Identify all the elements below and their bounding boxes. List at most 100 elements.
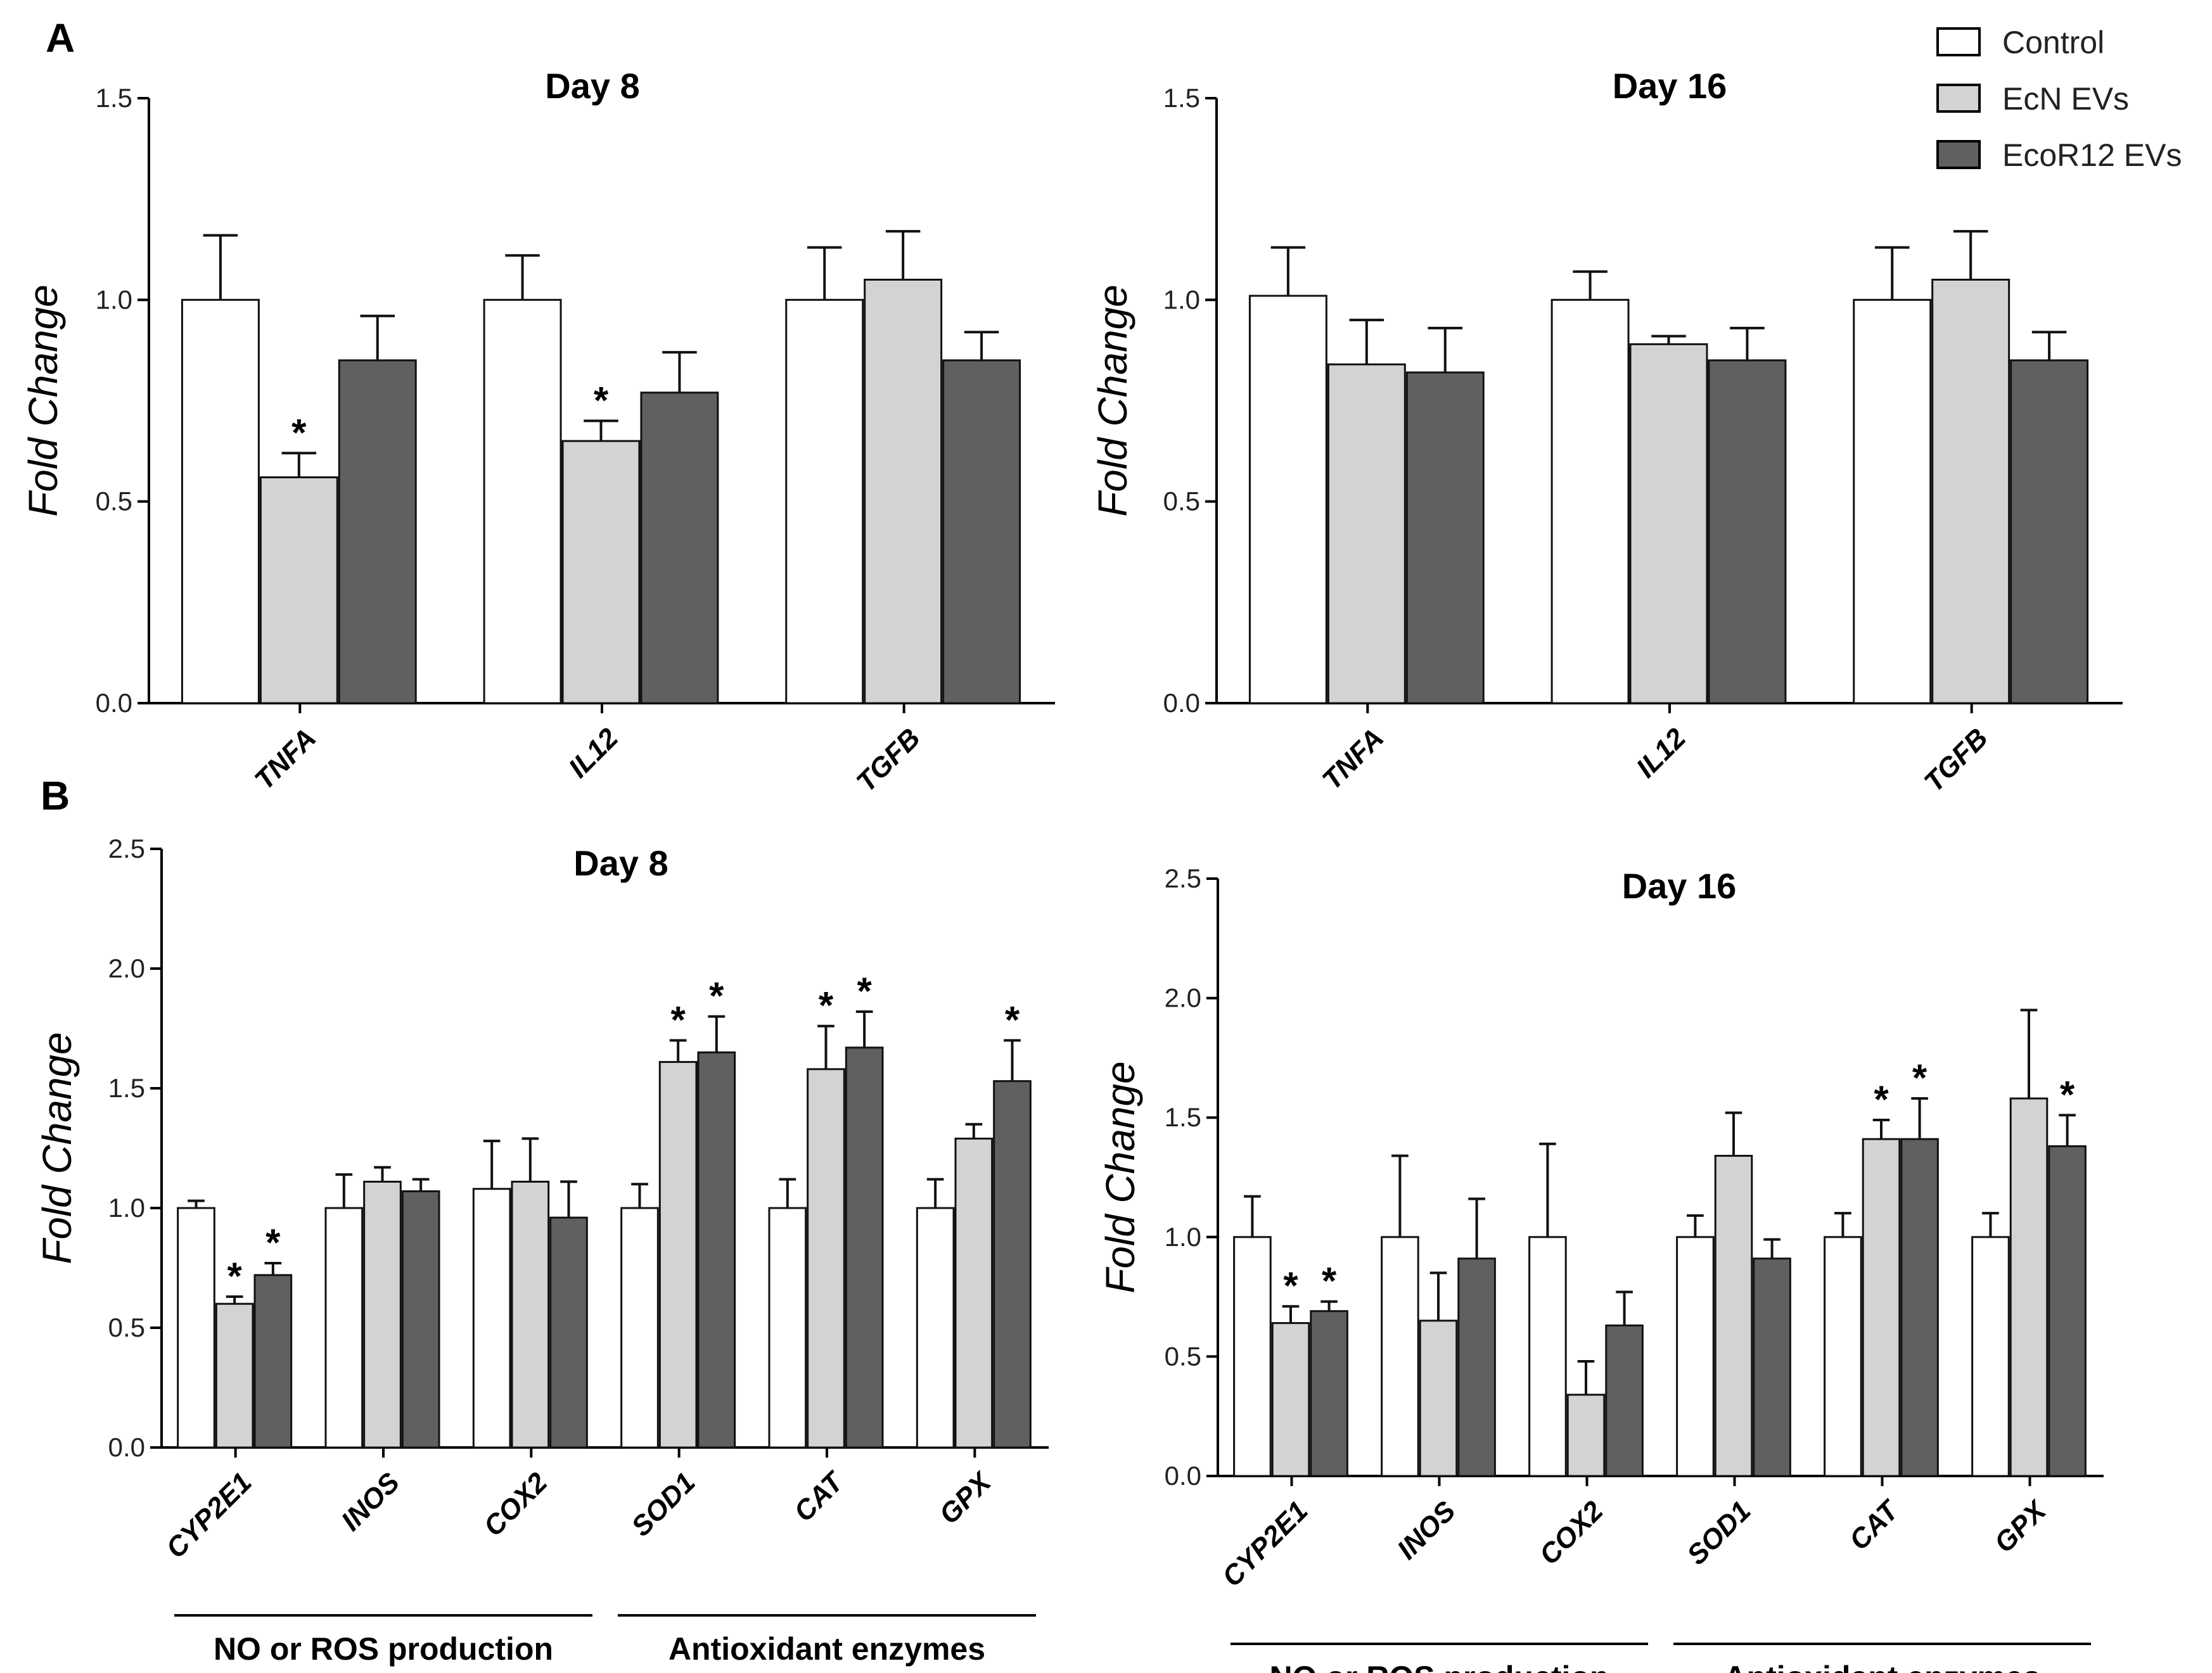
bar: [942, 359, 1021, 704]
significance-mark: *: [857, 970, 872, 1012]
bar: [1629, 343, 1708, 704]
bar: [1605, 1324, 1644, 1477]
bar: [658, 1060, 698, 1449]
legend-label-control: Control: [2002, 25, 2104, 60]
significance-mark: *: [2060, 1073, 2075, 1116]
significance-mark: *: [670, 998, 686, 1041]
category-label: IL12: [563, 722, 624, 784]
bar: [1405, 371, 1485, 704]
y-tick-label: 0.0: [1163, 688, 1200, 718]
y-tick-label: 1.0: [108, 1193, 145, 1223]
chart-b-day8: Day 8 Fold Change 0.0 0.5 1.0 1.5 2.0 2.5 * * CYP2…: [34, 834, 1049, 1667]
bar: [1233, 1236, 1272, 1477]
significance-mark: *: [594, 379, 609, 421]
category-label: CYP2E1: [1217, 1495, 1314, 1593]
bar: [253, 1274, 293, 1449]
y-axis-label: Fold Change: [20, 284, 66, 516]
chart-title: Day 8: [545, 66, 639, 106]
chart-title: Day 8: [573, 843, 668, 883]
bar: [2009, 1097, 2049, 1477]
bar: [401, 1190, 440, 1449]
y-tick-label: 0.5: [108, 1313, 145, 1342]
bar: [1708, 359, 1787, 704]
group-label: NO or ROS production: [1269, 1660, 1609, 1673]
bar: [620, 1207, 659, 1449]
chart-title: Day 16: [1622, 866, 1737, 906]
bar: [1381, 1236, 1419, 1477]
chart-a-day16: Day 16 Fold Change 0.0 0.5 1.0 1.5 TNFA IL12 TGF…: [1090, 66, 2123, 798]
y-tick-label: 2.0: [108, 953, 145, 983]
bar: [1528, 1236, 1567, 1477]
bar: [864, 279, 943, 704]
bar: [1550, 298, 1630, 704]
bar: [561, 440, 641, 704]
y-tick-label: 1.0: [1163, 284, 1200, 314]
bar: [472, 1188, 511, 1449]
y-tick-label: 1.5: [1165, 1102, 1201, 1132]
category-label: CYP2E1: [160, 1466, 258, 1564]
category-label: TNFA: [249, 722, 323, 796]
category-label: COX2: [1533, 1495, 1609, 1571]
bar: [1566, 1394, 1606, 1477]
panel-label-b: B: [41, 773, 70, 818]
bar: [2048, 1145, 2087, 1477]
y-tick-label: 0.0: [96, 688, 132, 718]
bar: [1753, 1257, 1791, 1477]
chart-a-day8: Day 8 Fold Change 0.0 0.5 1.0 1.5 * TNFA * IL12 TG…: [20, 66, 1055, 798]
significance-mark: *: [1912, 1057, 1928, 1099]
y-tick-label: 2.0: [1165, 983, 1201, 1013]
bar: [768, 1207, 807, 1449]
y-tick-label: 0.5: [96, 487, 132, 516]
group-label: NO or ROS production: [214, 1631, 553, 1667]
category-label: GPX: [933, 1466, 998, 1530]
bar: [1931, 279, 2011, 704]
significance-mark: *: [291, 411, 307, 454]
bar: [1971, 1236, 2010, 1477]
y-tick-label: 2.5: [1165, 863, 1201, 893]
bar: [1900, 1138, 1939, 1477]
y-tick-label: 0.0: [1165, 1461, 1201, 1491]
category-label: SOD1: [625, 1466, 701, 1542]
category-label: IL12: [1630, 722, 1692, 784]
y-tick-label: 0.5: [1163, 487, 1200, 516]
category-label: INOS: [1391, 1495, 1462, 1565]
bar: [845, 1046, 884, 1449]
bar: [1457, 1257, 1496, 1477]
bar: [1824, 1236, 1862, 1477]
y-tick-label: 1.0: [96, 284, 132, 314]
bar: [549, 1216, 588, 1449]
bar: [2010, 359, 2089, 704]
bar: [259, 476, 338, 704]
y-axis-label: Fold Change: [34, 1032, 80, 1264]
significance-mark: *: [227, 1255, 242, 1297]
category-label: TGFB: [850, 722, 926, 798]
bar: [640, 391, 719, 704]
bar: [1853, 298, 1932, 704]
legend-swatch-ecn: [1936, 84, 1981, 113]
legend-swatch-control: [1936, 27, 1981, 56]
bar: [215, 1302, 254, 1449]
category-label: SOD1: [1681, 1495, 1756, 1570]
group-label: Antioxidant enzymes: [1723, 1660, 2040, 1673]
y-axis-label: Fold Change: [1090, 284, 1135, 516]
y-tick-label: 1.5: [96, 83, 132, 113]
bar: [338, 359, 417, 704]
bar: [483, 298, 562, 704]
bar: [785, 298, 864, 704]
legend-label-ecor12: EcoR12 EVs: [2002, 137, 2182, 173]
bar: [181, 298, 260, 704]
significance-mark: *: [265, 1221, 281, 1264]
significance-mark: *: [1874, 1078, 1889, 1121]
bar: [1862, 1138, 1901, 1477]
bar: [1327, 363, 1406, 704]
category-label: CAT: [1843, 1494, 1905, 1556]
bar: [363, 1180, 402, 1449]
chart-title: Day 16: [1613, 66, 1727, 106]
significance-mark: *: [819, 984, 834, 1027]
bar: [916, 1207, 955, 1449]
panel-label-a: A: [46, 15, 75, 61]
y-tick-label: 2.5: [108, 834, 145, 863]
significance-mark: *: [709, 975, 724, 1017]
y-tick-label: 1.5: [1163, 83, 1200, 113]
